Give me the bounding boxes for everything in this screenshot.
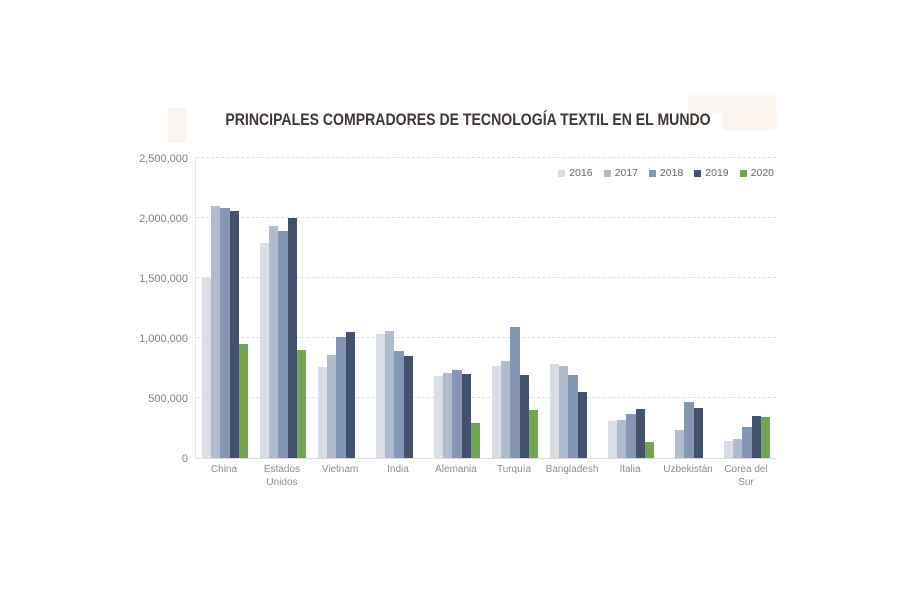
x-axis-label: Uzbekistán	[663, 464, 713, 475]
bar-turquía-2018	[510, 327, 520, 458]
legend-item-2019: 2019	[694, 167, 729, 179]
bar-corea-del-sur-2016	[723, 441, 733, 458]
y-tick-label: 500,000	[148, 392, 188, 405]
bar-india-2018	[394, 351, 404, 458]
x-axis-labels: China Estados Unidos Vietnam India Alemania T…	[195, 464, 775, 489]
bar-group-uzbekistán	[660, 158, 718, 458]
bar-china-2016	[201, 278, 211, 458]
legend-label: 2019	[705, 167, 729, 179]
bar-vietnam-2016	[317, 366, 327, 458]
bar-uzbekistán-2018	[684, 401, 694, 458]
bar-vietnam-2019	[345, 332, 356, 458]
legend-swatch-icon	[603, 169, 611, 177]
gridline	[196, 337, 776, 338]
bar-turquía-2019	[519, 375, 530, 458]
y-tick-label: 2,500,000	[139, 152, 188, 165]
bar-india-2017	[384, 330, 395, 458]
legend-label: 2016	[569, 167, 593, 179]
bar-italia-2018	[626, 414, 636, 458]
bar-uzbekistán-2017	[674, 430, 685, 458]
bar-alemania-2018	[452, 370, 462, 458]
y-tick-label: 1,500,000	[139, 272, 188, 285]
bar-estados-unidos-2020	[297, 350, 307, 458]
bar-estados-unidos-2017	[268, 226, 279, 458]
bar-corea-del-sur-2020	[761, 417, 771, 458]
bar-group-vietnam	[312, 158, 370, 458]
legend-label: 2020	[750, 167, 774, 179]
bar-china-2018	[220, 208, 230, 458]
x-axis-label: Bangladesh	[545, 464, 599, 475]
bar-corea-del-sur-2019	[751, 416, 762, 458]
x-axis-label: Estados Unidos	[263, 464, 301, 488]
x-axis-label: Alemania	[435, 464, 477, 475]
bar-corea-del-sur-2018	[742, 426, 752, 458]
bar-turquía-2016	[491, 365, 501, 458]
plot-area: 0 500,000 1,000,000 1,500,000 2,000,000 2,500…	[139, 153, 776, 465]
bar-group-corea-del-sur	[718, 158, 776, 458]
legend-item-2018: 2018	[648, 167, 684, 179]
bar-bangladesh-2018	[568, 375, 578, 458]
bar-china-2017	[210, 206, 221, 458]
bar-italia-2020	[645, 442, 655, 458]
legend-swatch-icon	[558, 169, 566, 177]
bar-turquía-2020	[529, 410, 539, 458]
bar-bangladesh-2017	[558, 365, 569, 458]
bar-group-estados-unidos	[254, 158, 312, 458]
bar-italia-2017	[616, 419, 627, 458]
bar-corea-del-sur-2017	[732, 438, 743, 458]
legend-label: 2018	[659, 167, 684, 179]
legend-item-2016: 2016	[558, 167, 593, 179]
bar-group-italia	[602, 158, 660, 458]
x-axis-label: China	[210, 464, 238, 475]
gridline	[196, 397, 776, 398]
bar-china-2020	[239, 344, 249, 458]
legend-swatch-icon	[694, 169, 702, 177]
bar-estados-unidos-2016	[259, 243, 269, 458]
x-axis-label: Vietnam	[321, 464, 359, 475]
gridline	[196, 217, 776, 218]
bar-alemania-2019	[461, 374, 472, 458]
bar-group-alemania	[428, 158, 486, 458]
y-tick-label: 1,000,000	[139, 332, 188, 345]
bar-india-2016	[375, 334, 385, 458]
legend-swatch-icon	[739, 169, 747, 177]
bar-bangladesh-2019	[577, 392, 588, 458]
bar-italia-2016	[607, 420, 617, 458]
legend-label: 2017	[614, 167, 638, 179]
y-tick-label: 0	[181, 452, 188, 465]
bar-turquía-2017	[500, 360, 511, 458]
bar-estados-unidos-2018	[278, 231, 288, 458]
watermark-smudge	[168, 108, 186, 142]
legend-swatch-icon	[648, 169, 656, 177]
x-axis-label: India	[387, 464, 409, 475]
bar-estados-unidos-2019	[287, 218, 298, 458]
gridline	[196, 157, 776, 158]
chart-title: PRINCIPALES COMPRADORES DE TECNOLOGÍA TE…	[225, 111, 711, 130]
x-axis-label: Turquía	[496, 464, 532, 475]
bar-india-2019	[403, 356, 414, 458]
bar-groups	[196, 158, 776, 458]
bar-group-bangladesh	[544, 158, 602, 458]
y-tick-label: 2,000,000	[139, 212, 188, 225]
bar-vietnam-2018	[336, 336, 346, 458]
x-axis-label: Corea del Sur	[724, 464, 768, 488]
bar-group-india	[370, 158, 428, 458]
x-axis-label: Italia	[619, 464, 641, 475]
bar-group-china	[196, 158, 254, 458]
bar-alemania-2016	[433, 376, 443, 458]
bar-group-turquía	[486, 158, 544, 458]
gridline	[196, 277, 776, 278]
bar-vietnam-2017	[326, 354, 337, 458]
bar-bangladesh-2016	[549, 364, 559, 458]
bar-china-2019	[229, 210, 240, 458]
legend-item-2017: 2017	[603, 167, 638, 179]
legend-item-2020: 2020	[739, 167, 774, 179]
legend: 2016 2017 2018 2019 2020	[558, 167, 774, 179]
bar-italia-2019	[635, 408, 646, 458]
bar-uzbekistán-2019	[693, 407, 704, 458]
bar-alemania-2017	[442, 372, 453, 458]
bar-alemania-2020	[471, 423, 481, 458]
